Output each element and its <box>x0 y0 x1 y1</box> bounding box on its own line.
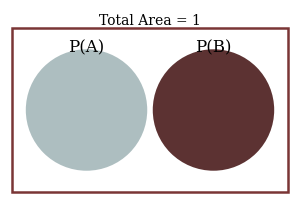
Text: P(B): P(B) <box>195 39 232 56</box>
Ellipse shape <box>153 49 274 171</box>
Text: P(A): P(A) <box>68 39 105 56</box>
Text: Total Area = 1: Total Area = 1 <box>99 14 201 28</box>
Ellipse shape <box>26 49 147 171</box>
